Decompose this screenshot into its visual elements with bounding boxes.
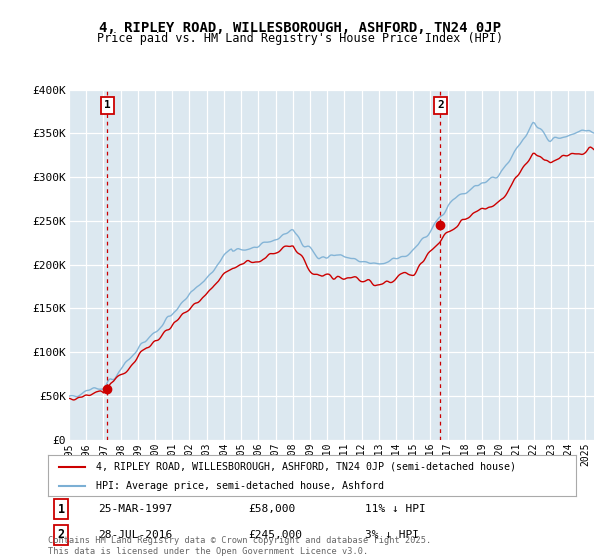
Text: 3% ↓ HPI: 3% ↓ HPI	[365, 530, 419, 540]
Text: £245,000: £245,000	[248, 530, 302, 540]
Text: £58,000: £58,000	[248, 504, 296, 514]
Text: 1: 1	[104, 100, 111, 110]
Text: 4, RIPLEY ROAD, WILLESBOROUGH, ASHFORD, TN24 0JP: 4, RIPLEY ROAD, WILLESBOROUGH, ASHFORD, …	[99, 21, 501, 35]
Text: 4, RIPLEY ROAD, WILLESBOROUGH, ASHFORD, TN24 0JP (semi-detached house): 4, RIPLEY ROAD, WILLESBOROUGH, ASHFORD, …	[95, 461, 515, 472]
Text: 28-JUL-2016: 28-JUL-2016	[98, 530, 172, 540]
Text: 25-MAR-1997: 25-MAR-1997	[98, 504, 172, 514]
Text: 1: 1	[58, 503, 65, 516]
Text: 2: 2	[58, 529, 65, 542]
Text: Price paid vs. HM Land Registry's House Price Index (HPI): Price paid vs. HM Land Registry's House …	[97, 32, 503, 45]
Text: 11% ↓ HPI: 11% ↓ HPI	[365, 504, 425, 514]
Text: HPI: Average price, semi-detached house, Ashford: HPI: Average price, semi-detached house,…	[95, 480, 383, 491]
Text: 2: 2	[437, 100, 443, 110]
Text: Contains HM Land Registry data © Crown copyright and database right 2025.
This d: Contains HM Land Registry data © Crown c…	[48, 536, 431, 556]
